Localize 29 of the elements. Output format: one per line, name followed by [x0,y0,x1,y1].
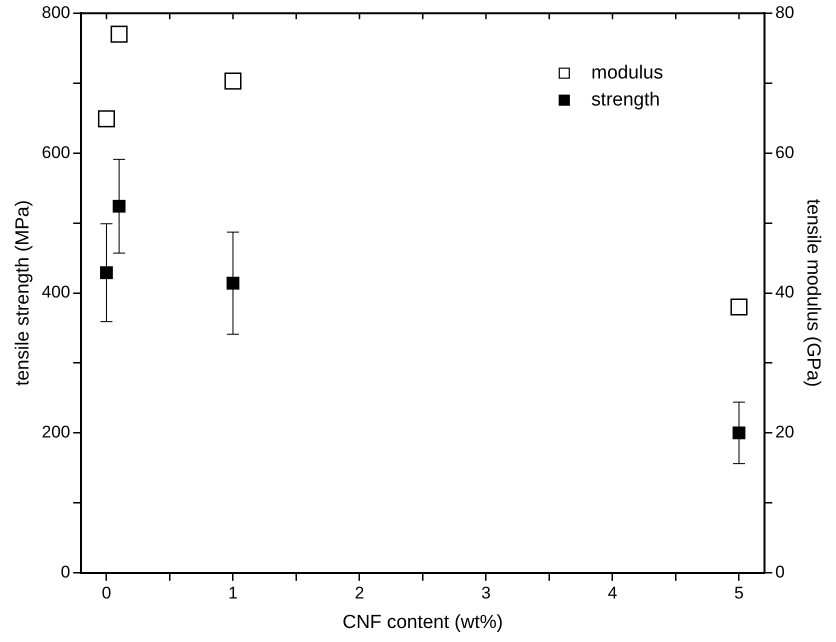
y2-tick-label: 60 [775,142,794,162]
point [110,26,128,43]
point [730,298,748,316]
y-tick-label: 600 [42,142,70,162]
point [226,276,240,290]
y2-tick-label: 40 [775,282,794,302]
y2-tick-label: 20 [775,422,794,442]
y2-tick-label: 0 [775,562,785,582]
point [98,110,115,128]
point [100,266,113,280]
y-tick-label: 0 [60,562,70,582]
y-axis-title: tensile strength (MPa) [12,200,34,386]
x-tick-label: 2 [354,584,364,603]
x-tick-label: 1 [228,584,238,603]
y2-tick-label: 80 [775,2,794,22]
x-axis-title: CNF content (wt%) [342,612,503,633]
point [732,426,746,440]
legend-label: strength [591,89,660,110]
x-tick-label: 3 [481,584,491,603]
x-tick-label: 0 [102,584,112,603]
point [224,72,242,90]
x-tick-label: 5 [734,584,744,603]
point [112,200,126,213]
y-tick-label: 800 [42,2,70,22]
y2-axis-title: tensile modulus (GPa) [802,199,824,387]
y-tick-label: 400 [42,282,70,302]
y-tick-label: 200 [42,422,70,442]
x-tick-label: 4 [608,584,618,603]
legend-label: modulus [591,62,664,84]
